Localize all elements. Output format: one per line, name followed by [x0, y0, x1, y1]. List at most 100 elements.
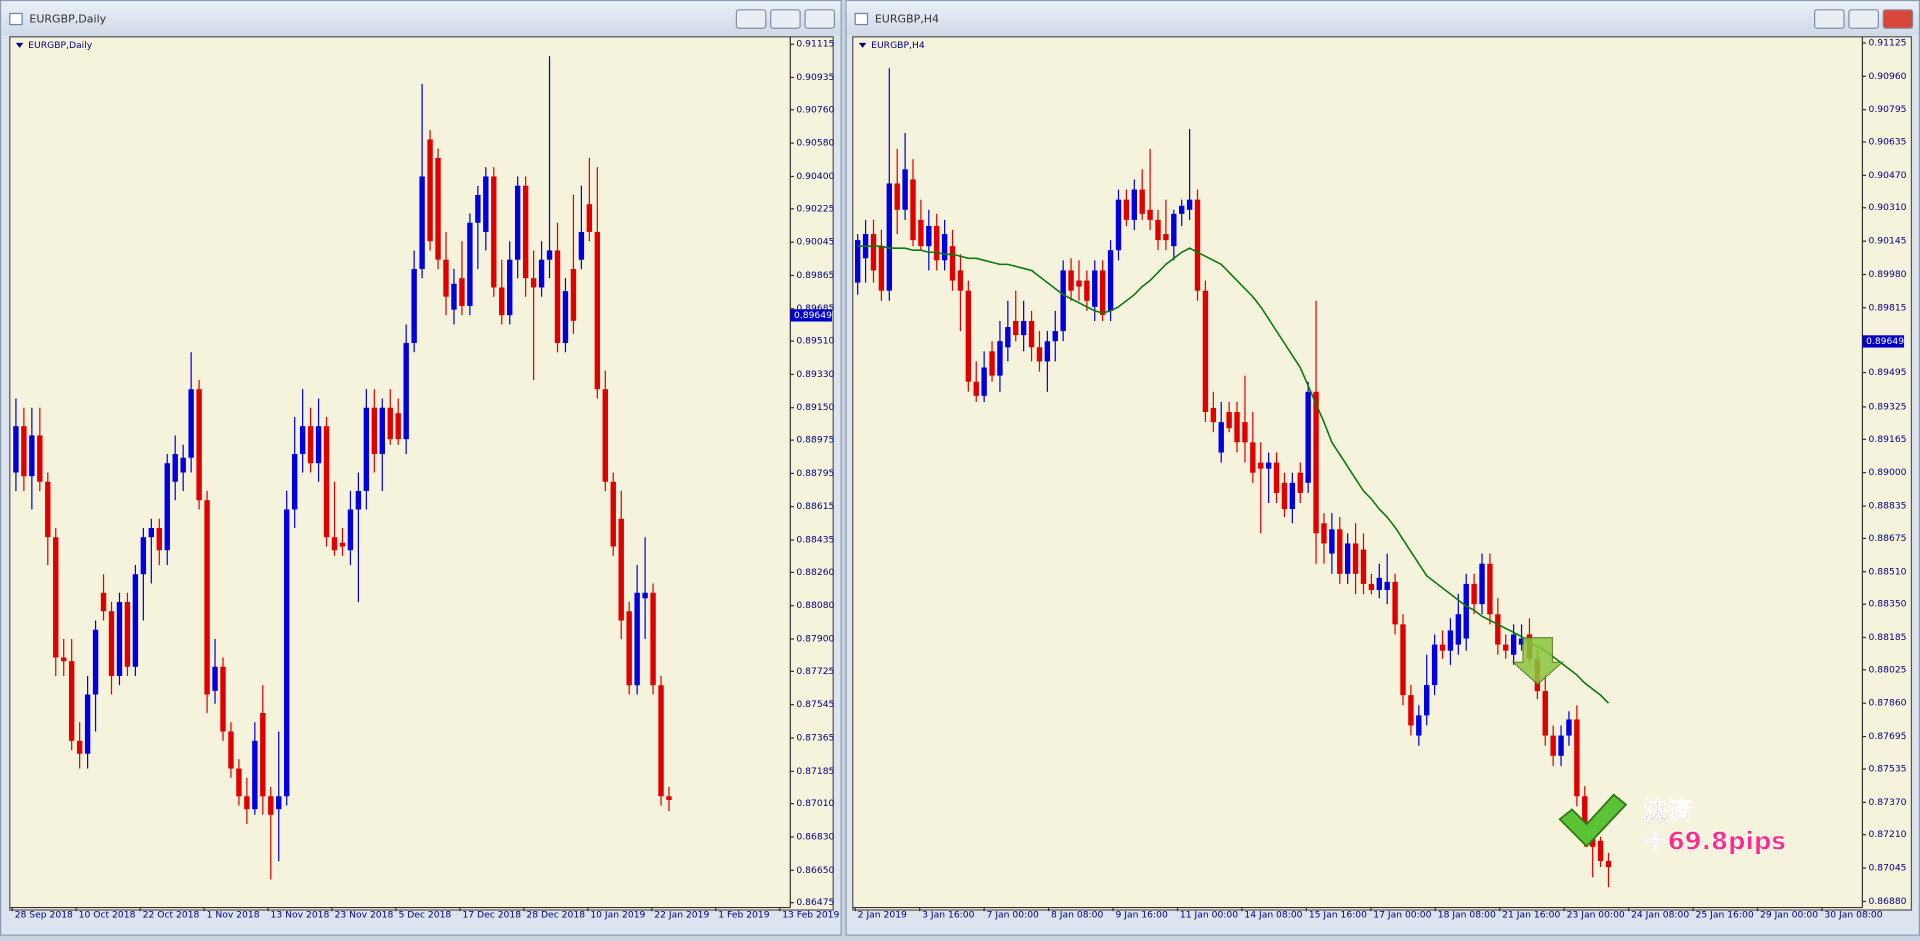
- x-tick-label: 28 Sep 2018: [15, 909, 73, 920]
- chart-area: [852, 36, 1913, 911]
- candle-body: [84, 694, 91, 754]
- candle-body: [610, 481, 616, 547]
- candle-body: [1392, 581, 1398, 625]
- candle-body: [1597, 840, 1604, 861]
- candle-body: [530, 278, 537, 288]
- candle-body: [594, 231, 601, 390]
- x-tick-label: 13 Nov 2018: [271, 909, 330, 920]
- candle-body: [100, 592, 107, 612]
- y-tick-label: 0.87535: [1869, 763, 1907, 774]
- y-tick-label: 0.89000: [1869, 467, 1907, 478]
- y-tick-label: 0.89865: [796, 270, 834, 281]
- chart-label: EURGBP,Daily: [28, 40, 93, 51]
- candle-body: [164, 463, 170, 551]
- candle-body: [13, 426, 19, 473]
- candle-body: [212, 666, 218, 691]
- candle-body: [894, 183, 900, 210]
- candle-body: [387, 407, 393, 440]
- window-icon: [854, 12, 869, 26]
- candle-body: [1265, 462, 1272, 469]
- candle-body: [419, 176, 425, 269]
- y-tick-label: 0.87370: [1869, 797, 1907, 808]
- x-tick-label: 13 Feb 2019: [782, 909, 839, 920]
- y-tick-label: 0.86650: [796, 865, 834, 876]
- candle-body: [878, 246, 885, 291]
- minimize-button[interactable]: [735, 9, 767, 29]
- y-tick-label: 0.89685: [796, 303, 834, 314]
- candle-body: [307, 426, 314, 464]
- candle-body: [522, 185, 529, 279]
- candle-body: [1218, 422, 1224, 453]
- close-button[interactable]: [804, 9, 836, 29]
- candle-body: [1202, 290, 1209, 413]
- candle-body: [411, 268, 417, 343]
- candle-body: [1028, 321, 1035, 348]
- close-button[interactable]: [1882, 9, 1914, 29]
- candle-body: [1092, 270, 1098, 307]
- candle-body: [1329, 529, 1335, 554]
- candle-body: [870, 234, 877, 271]
- candle-body: [1558, 735, 1564, 756]
- candle-body: [1052, 331, 1058, 342]
- candle-body: [331, 537, 338, 551]
- candle-body: [252, 740, 258, 810]
- y-tick-label: 0.88025: [1869, 664, 1907, 675]
- y-tick-label: 0.88185: [1869, 632, 1907, 643]
- x-tick-label: 30 Jan 08:00: [1824, 909, 1882, 920]
- candle-body: [1147, 209, 1153, 220]
- candle-body: [1281, 482, 1288, 510]
- candle-body: [1234, 412, 1240, 443]
- candle-body: [554, 250, 561, 343]
- candle-body: [634, 592, 640, 686]
- candle-body: [1171, 213, 1177, 247]
- y-tick-label: 0.88795: [796, 468, 834, 479]
- x-tick-label: 23 Nov 2018: [334, 909, 393, 920]
- candle-body: [965, 290, 972, 382]
- restore-button[interactable]: [770, 9, 801, 29]
- y-tick-label: 0.87900: [796, 633, 834, 644]
- x-tick-label: 29 Jan 00:00: [1760, 909, 1818, 920]
- candle-body: [116, 601, 123, 677]
- x-tick-label: 25 Jan 16:00: [1696, 909, 1754, 920]
- y-tick-label: 0.90635: [1869, 137, 1907, 148]
- x-tick-label: 21 Jan 16:00: [1502, 909, 1560, 920]
- restore-button[interactable]: [1848, 9, 1879, 29]
- candle-body: [1076, 280, 1082, 287]
- candle-body: [1084, 280, 1090, 301]
- candle-body: [347, 509, 354, 551]
- candle-body: [1455, 614, 1462, 645]
- x-tick-label: 15 Jan 16:00: [1309, 909, 1367, 920]
- candle-body: [1250, 442, 1256, 473]
- candle-body: [902, 169, 908, 210]
- candle-body: [1352, 543, 1359, 574]
- x-tick-label: 9 Jan 16:00: [1115, 909, 1167, 920]
- candle-body: [499, 287, 505, 316]
- candle-body: [1503, 644, 1509, 651]
- candle-body: [666, 796, 672, 800]
- y-tick-label: 0.91115: [796, 39, 834, 50]
- x-tick-label: 10 Jan 2019: [590, 909, 645, 920]
- minimize-button[interactable]: [1814, 9, 1845, 29]
- candle-body: [570, 268, 577, 321]
- candle-body: [1376, 577, 1382, 590]
- candle-body: [1582, 796, 1588, 837]
- candle-body: [1542, 691, 1548, 736]
- annotation: 決済 ＋69.8pips: [1511, 637, 1786, 856]
- candle-body: [291, 453, 298, 510]
- candle-body: [1273, 462, 1280, 493]
- y-tick-label: 0.87010: [796, 798, 834, 809]
- candle-body: [172, 453, 178, 482]
- candle-body: [299, 426, 306, 454]
- candle-body: [1226, 412, 1232, 429]
- candle-body: [459, 278, 465, 306]
- candle-body: [228, 731, 234, 769]
- candle-body: [973, 381, 979, 396]
- candle-body: [284, 509, 290, 797]
- candle-body: [260, 713, 266, 797]
- candle-body: [37, 435, 43, 482]
- x-tick-label: 22 Oct 2018: [143, 909, 200, 920]
- x-tick-label: 22 Jan 2019: [654, 909, 709, 920]
- sell-arrow-icon: [1511, 637, 1564, 686]
- candle-body: [1360, 549, 1367, 584]
- x-tick-label: 10 Oct 2018: [79, 909, 136, 920]
